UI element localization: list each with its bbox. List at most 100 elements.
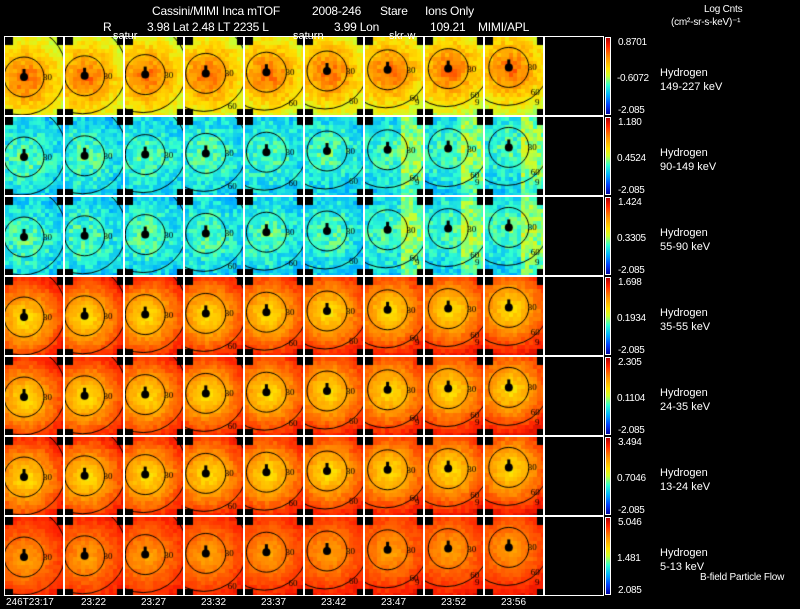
colorbar-min-label: -2.085: [618, 345, 645, 356]
energy-range-label: 24-35 keV: [660, 401, 711, 413]
colorbar-min-label: -2.085: [618, 185, 645, 196]
ena-image-canvas: [125, 117, 183, 195]
ena-image-canvas: [245, 357, 303, 435]
colorbar-mid-label: 0.4524: [617, 153, 646, 164]
title-mode: Stare: [380, 4, 408, 18]
colorbar-max-label: 3.494: [618, 437, 642, 448]
ena-image-panel: [184, 436, 244, 516]
ena-image-canvas: [365, 277, 423, 355]
ena-image-panel: [424, 196, 484, 276]
ena-image-panel: [124, 276, 184, 356]
ena-image-panel: [4, 36, 64, 116]
colorbar-max-label: 0.8701: [618, 37, 647, 48]
ena-image-canvas: [5, 357, 63, 435]
position-readout: 3.98 Lat 2.48 LT 2235 L: [147, 20, 269, 34]
ena-image-panel: [124, 196, 184, 276]
ena-image-panel: [484, 116, 544, 196]
ena-image-canvas: [305, 277, 363, 355]
ena-image-canvas: [245, 517, 303, 595]
empty-panel: [544, 516, 604, 596]
energy-channel-label: Hydrogen 35-55 keV: [660, 306, 710, 334]
ena-image-canvas: [5, 277, 63, 355]
time-tick-label: 23:37: [261, 597, 287, 608]
ena-image-canvas: [485, 517, 543, 595]
ena-image-panel: [64, 116, 124, 196]
ena-image-canvas: [425, 517, 483, 595]
ena-image-canvas: [365, 197, 423, 275]
energy-channel-label: Hydrogen 24-35 keV: [660, 386, 710, 414]
time-tick-label: 23:47: [381, 597, 407, 608]
ena-image-canvas: [5, 37, 63, 115]
colorbar: [605, 357, 611, 435]
ena-image-canvas: [425, 117, 483, 195]
ena-image-canvas: [65, 517, 123, 595]
time-tick-label: 23:56: [501, 597, 527, 608]
ena-image-canvas: [125, 517, 183, 595]
colorbar-mid-label: 0.1104: [617, 393, 646, 404]
ena-image-panel: [424, 436, 484, 516]
colorbar-min-label: 2.085: [618, 585, 642, 596]
species-label: Hydrogen: [660, 547, 708, 559]
colorbar-max-label: 1.424: [618, 197, 642, 208]
ena-image-canvas: [185, 197, 243, 275]
colorbar-min-label: -2.085: [618, 505, 645, 516]
overlay-label-skr: skr-w: [389, 30, 416, 42]
overlay-label-saturn: saturn: [293, 30, 324, 42]
ena-image-panel: [184, 516, 244, 596]
species-label: Hydrogen: [660, 227, 708, 239]
overlay-label-satur: satur: [113, 30, 138, 42]
ena-image-panel: [4, 196, 64, 276]
ena-image-panel: [304, 516, 364, 596]
ena-image-panel: [184, 196, 244, 276]
title-date: 2008-246: [312, 4, 362, 18]
ena-image-canvas: [245, 37, 303, 115]
ena-image-canvas: [485, 117, 543, 195]
colorbar: [605, 37, 611, 115]
ena-image-canvas: [365, 37, 423, 115]
species-label: Hydrogen: [660, 307, 708, 319]
ena-image-panel: [364, 116, 424, 196]
ena-image-canvas: [65, 117, 123, 195]
ena-image-panel: [304, 116, 364, 196]
ena-image-panel: [244, 436, 304, 516]
ena-image-canvas: [125, 357, 183, 435]
ena-image-canvas: [125, 437, 183, 515]
credit-label: MIMI/APL: [478, 20, 530, 34]
ena-image-canvas: [485, 37, 543, 115]
energy-channel-label: Hydrogen 5-13 keV: [660, 546, 708, 574]
time-tick-label: 23:22: [81, 597, 107, 608]
ena-image-panel: [244, 196, 304, 276]
energy-range-label: 90-149 keV: [660, 161, 717, 173]
ena-image-panel: [4, 516, 64, 596]
ena-image-panel: [64, 196, 124, 276]
ena-image-panel: [304, 196, 364, 276]
ena-image-panel: [4, 436, 64, 516]
ena-image-canvas: [5, 197, 63, 275]
ena-image-canvas: [185, 37, 243, 115]
ena-image-canvas: [425, 277, 483, 355]
ena-image-panel: [484, 516, 544, 596]
ena-image-canvas: [305, 517, 363, 595]
ena-image-canvas: [245, 197, 303, 275]
empty-panel: [544, 196, 604, 276]
time-tick-label: 23:42: [321, 597, 347, 608]
ena-image-canvas: [485, 277, 543, 355]
ena-image-canvas: [305, 117, 363, 195]
ena-image-panel: [124, 356, 184, 436]
ena-image-canvas: [365, 357, 423, 435]
ena-image-canvas: [125, 37, 183, 115]
time-tick-label: 246T23:17: [6, 597, 54, 608]
r-label: R: [103, 20, 112, 34]
ena-image-canvas: [5, 117, 63, 195]
ena-image-canvas: [65, 277, 123, 355]
ena-image-panel: [424, 116, 484, 196]
colorbar-mid-label: 0.1934: [617, 313, 646, 324]
ena-image-canvas: [185, 517, 243, 595]
energy-channel-label: Hydrogen 13-24 keV: [660, 466, 710, 494]
ena-image-panel: [64, 36, 124, 116]
colorbar-mid-label: 0.7046: [617, 473, 646, 484]
ena-image-canvas: [245, 277, 303, 355]
ena-image-panel: [484, 356, 544, 436]
ena-image-panel: [304, 276, 364, 356]
empty-panel: [544, 276, 604, 356]
